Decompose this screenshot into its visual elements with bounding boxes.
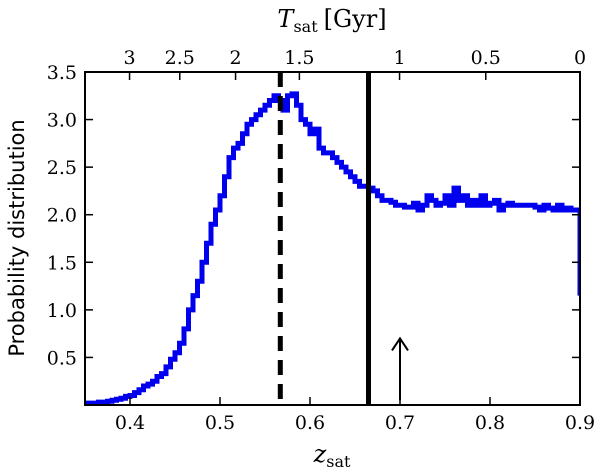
top-axis: 3 2.5 2 1.5 1 0.5 0 <box>124 47 586 80</box>
y-tick-label: 3.0 <box>47 110 77 132</box>
left-axis: 0.5 1.0 1.5 2.0 2.5 3.0 3.5 <box>47 62 580 369</box>
plot-area <box>85 72 580 405</box>
top-tick-label: 0.5 <box>471 47 501 69</box>
y-tick-label: 1.0 <box>47 300 77 322</box>
y-tick-label: 3.5 <box>47 62 77 84</box>
y-tick-label: 2.5 <box>47 157 77 179</box>
y-axis-label: Probability distribution <box>5 119 29 356</box>
x-tick-label: 0.6 <box>295 412 325 434</box>
top-tick-label: 2.5 <box>165 47 195 69</box>
y-tick-label: 2.0 <box>47 205 77 227</box>
top-tick-label: 1 <box>394 47 406 69</box>
y-tick-label: 1.5 <box>47 252 77 274</box>
x-tick-label: 0.9 <box>565 412 595 434</box>
top-tick-label: 1.5 <box>284 47 314 69</box>
top-tick-label: 0 <box>574 47 586 69</box>
x-tick-label: 0.8 <box>475 412 505 434</box>
series-line-probability-distribution <box>85 91 580 405</box>
x-tick-label: 0.5 <box>205 412 235 434</box>
top-axis-label: Tsat [Gyr] <box>277 5 386 36</box>
x-axis-label: zsat <box>313 440 351 468</box>
annotations <box>391 336 409 401</box>
top-tick-label: 3 <box>124 47 136 69</box>
bottom-axis: 0.4 0.5 0.6 0.7 0.8 0.9 <box>115 397 595 434</box>
x-tick-label: 0.7 <box>385 412 415 434</box>
top-tick-label: 2 <box>230 47 242 69</box>
x-tick-label: 0.4 <box>115 412 145 434</box>
arrow-head <box>391 336 409 351</box>
y-tick-label: 0.5 <box>47 347 77 369</box>
axes-frame <box>84 71 581 406</box>
